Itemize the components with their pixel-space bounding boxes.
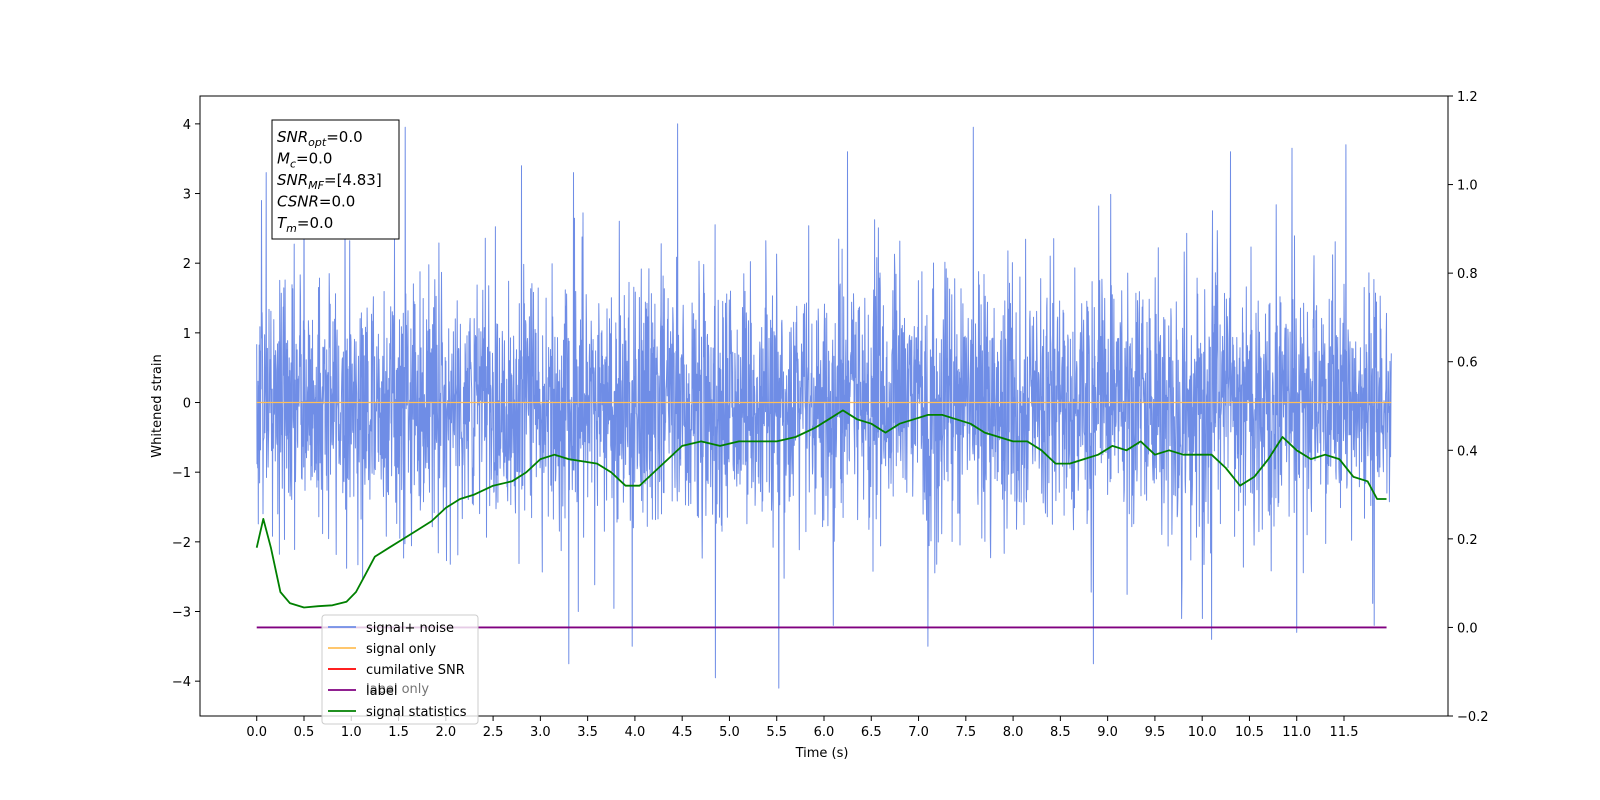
y-axis-label: Whitened strain <box>150 354 165 457</box>
y2-tick-label: 0.4 <box>1457 444 1478 459</box>
y-tick-label: 4 <box>183 118 191 133</box>
x-tick-label: 6.0 <box>814 725 835 740</box>
legend-label: signal+ noise <box>366 621 454 636</box>
x-tick-label: 9.0 <box>1097 725 1118 740</box>
y-tick-label: 1 <box>183 327 191 342</box>
annotation-line: SNRMF=[4.83] <box>277 171 382 192</box>
y-tick-label: −2 <box>172 536 191 551</box>
x-tick-label: 4.5 <box>672 725 693 740</box>
y2-tick-label: 1.2 <box>1457 90 1478 105</box>
x-tick-label: 6.5 <box>861 725 882 740</box>
x-tick-label: 7.5 <box>955 725 976 740</box>
x-tick-label: 7.0 <box>908 725 929 740</box>
x-tick-label: 5.5 <box>766 725 787 740</box>
x-tick-label: 8.0 <box>1003 725 1024 740</box>
legend: label only signal+ noise signal only cumil… <box>321 614 479 725</box>
y2-tick-label: 0.6 <box>1457 356 1478 371</box>
y-axis-right: 1.2 1.0 0.8 0.6 0.4 0.2 0.0 −0.2 <box>1448 90 1489 725</box>
y2-tick-label: 0.8 <box>1457 267 1478 282</box>
legend-label: label <box>366 684 397 699</box>
x-tick-label: 11.5 <box>1330 725 1359 740</box>
y-axis-left: 4 3 2 1 0 −1 −2 −3 −4 <box>172 118 200 690</box>
y-tick-label: 3 <box>183 188 191 203</box>
y-tick-label: −4 <box>172 675 191 690</box>
y-tick-label: 2 <box>183 257 191 272</box>
x-tick-label: 11.0 <box>1282 725 1311 740</box>
legend-label: signal statistics <box>366 705 467 720</box>
y-tick-label: 0 <box>183 397 191 412</box>
x-tick-label: 10.0 <box>1188 725 1217 740</box>
x-tick-label: 8.5 <box>1050 725 1071 740</box>
legend-items: signal+ noise signal only cumilative SNR la… <box>328 621 467 720</box>
y2-tick-label: 0.2 <box>1457 533 1478 548</box>
x-tick-label: 1.0 <box>341 725 362 740</box>
x-tick-label: 5.0 <box>719 725 740 740</box>
x-tick-label: 10.5 <box>1235 725 1264 740</box>
y-tick-label: −3 <box>172 606 191 621</box>
annotation-line: CSNR=0.0 <box>277 193 355 211</box>
x-tick-label: 2.0 <box>435 725 456 740</box>
x-tick-label: 9.5 <box>1145 725 1166 740</box>
y-tick-label: −1 <box>172 466 191 481</box>
y2-tick-label: 0.0 <box>1457 621 1478 636</box>
x-tick-label: 0.5 <box>294 725 315 740</box>
x-tick-label: 3.0 <box>530 725 551 740</box>
annotation-line: Mc=0.0 <box>277 150 332 171</box>
y2-tick-label: −0.2 <box>1457 710 1489 725</box>
x-tick-label: 3.5 <box>577 725 598 740</box>
annotation-line: Tm=0.0 <box>277 214 333 235</box>
x-tick-label: 0.0 <box>246 725 267 740</box>
legend-hidden-text: label only <box>366 682 429 697</box>
x-tick-label: 1.5 <box>388 725 409 740</box>
x-tick-label: 4.0 <box>625 725 646 740</box>
y2-tick-label: 1.0 <box>1457 179 1478 194</box>
annotation-frame <box>271 119 400 240</box>
x-axis: 0.0 0.5 1.0 1.5 2.0 2.5 3.0 3.5 4.0 4.5 5.0 5.5 6.0 6… <box>246 716 1358 740</box>
legend-label: cumilative SNR <box>366 663 465 678</box>
series-line-signal-noise <box>256 123 1392 689</box>
x-axis-label: Time (s) <box>795 746 849 761</box>
x-tick-label: 2.5 <box>483 725 504 740</box>
annotation-line: SNRopt=0.0 <box>277 128 363 149</box>
series-line-signal-statistics <box>255 409 1387 609</box>
legend-frame <box>321 614 479 725</box>
legend-label: signal only <box>366 642 436 657</box>
